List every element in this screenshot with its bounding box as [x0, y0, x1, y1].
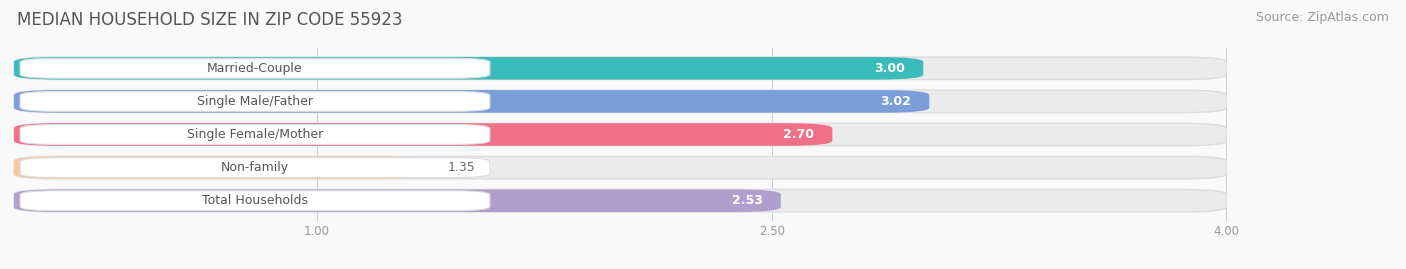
Text: Non-family: Non-family: [221, 161, 290, 174]
Text: 3.00: 3.00: [875, 62, 905, 75]
FancyBboxPatch shape: [14, 189, 1226, 212]
Text: Total Households: Total Households: [202, 194, 308, 207]
FancyBboxPatch shape: [20, 191, 489, 211]
FancyBboxPatch shape: [14, 123, 1226, 146]
FancyBboxPatch shape: [20, 91, 489, 111]
FancyBboxPatch shape: [14, 123, 832, 146]
Text: MEDIAN HOUSEHOLD SIZE IN ZIP CODE 55923: MEDIAN HOUSEHOLD SIZE IN ZIP CODE 55923: [17, 11, 402, 29]
Text: Single Male/Father: Single Male/Father: [197, 95, 314, 108]
Text: Source: ZipAtlas.com: Source: ZipAtlas.com: [1256, 11, 1389, 24]
FancyBboxPatch shape: [20, 125, 489, 144]
Text: Married-Couple: Married-Couple: [207, 62, 302, 75]
FancyBboxPatch shape: [14, 57, 924, 80]
FancyBboxPatch shape: [20, 58, 489, 78]
Text: 2.70: 2.70: [783, 128, 814, 141]
FancyBboxPatch shape: [14, 189, 780, 212]
FancyBboxPatch shape: [14, 156, 1226, 179]
FancyBboxPatch shape: [14, 156, 423, 179]
Text: 2.53: 2.53: [731, 194, 762, 207]
Text: 3.02: 3.02: [880, 95, 911, 108]
FancyBboxPatch shape: [14, 90, 1226, 113]
FancyBboxPatch shape: [14, 57, 1226, 80]
Text: Single Female/Mother: Single Female/Mother: [187, 128, 323, 141]
Text: 1.35: 1.35: [447, 161, 475, 174]
FancyBboxPatch shape: [14, 90, 929, 113]
FancyBboxPatch shape: [20, 158, 489, 178]
